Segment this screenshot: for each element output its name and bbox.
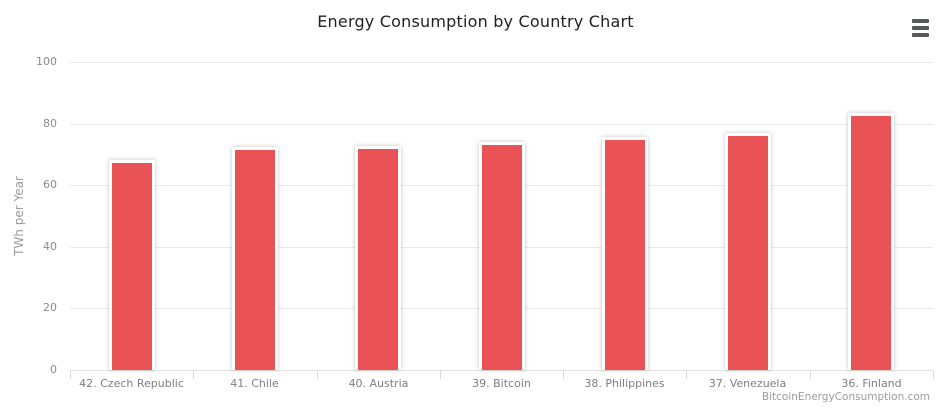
bar[interactable] bbox=[479, 142, 525, 370]
x-axis-tick bbox=[440, 370, 441, 379]
x-axis-tick-label: 39. Bitcoin bbox=[472, 377, 531, 390]
bar[interactable] bbox=[109, 160, 155, 370]
x-axis-tick-label: 40. Austria bbox=[348, 377, 409, 390]
x-axis-tick-label: 41. Chile bbox=[230, 377, 279, 390]
x-axis-tick bbox=[933, 370, 934, 379]
x-axis-tick bbox=[810, 370, 811, 379]
bar-fill bbox=[112, 163, 152, 370]
export-menu-button[interactable] bbox=[912, 19, 931, 37]
y-axis-tick-label: 100 bbox=[36, 55, 57, 68]
x-axis-tick-label: 37. Venezuela bbox=[708, 377, 787, 390]
bar[interactable] bbox=[602, 137, 648, 370]
y-axis-tick-label: 0 bbox=[50, 363, 57, 376]
x-axis-tick bbox=[317, 370, 318, 379]
x-axis-tick-label: 38. Philippines bbox=[584, 377, 665, 390]
y-axis-tick-label: 40 bbox=[43, 240, 57, 253]
bar-fill bbox=[235, 150, 275, 370]
bar-fill bbox=[605, 140, 645, 370]
bar-fill bbox=[851, 116, 891, 370]
gridline bbox=[70, 370, 933, 371]
y-axis-tick-label: 20 bbox=[43, 301, 57, 314]
y-axis-tick-label: 60 bbox=[43, 178, 57, 191]
x-axis-tick bbox=[563, 370, 564, 379]
x-axis-tick-label: 42. Czech Republic bbox=[79, 377, 184, 390]
chart-title: Energy Consumption by Country Chart bbox=[317, 12, 634, 31]
bar[interactable] bbox=[848, 113, 894, 370]
x-axis-tick bbox=[193, 370, 194, 379]
bar-fill bbox=[482, 145, 522, 370]
bar[interactable] bbox=[355, 146, 401, 370]
x-axis-tick bbox=[686, 370, 687, 379]
credits-link[interactable]: BitcoinEnergyConsumption.com bbox=[761, 391, 930, 403]
bar[interactable] bbox=[232, 147, 278, 370]
bar-fill bbox=[358, 149, 398, 370]
hamburger-icon bbox=[912, 19, 931, 37]
y-axis-tick-label: 80 bbox=[43, 117, 57, 130]
gridline bbox=[70, 124, 933, 125]
gridline bbox=[70, 62, 933, 63]
bar-fill bbox=[728, 136, 768, 370]
bar[interactable] bbox=[725, 133, 771, 370]
x-axis-tick bbox=[70, 370, 71, 379]
x-axis-tick-label: 36. Finland bbox=[841, 377, 902, 390]
